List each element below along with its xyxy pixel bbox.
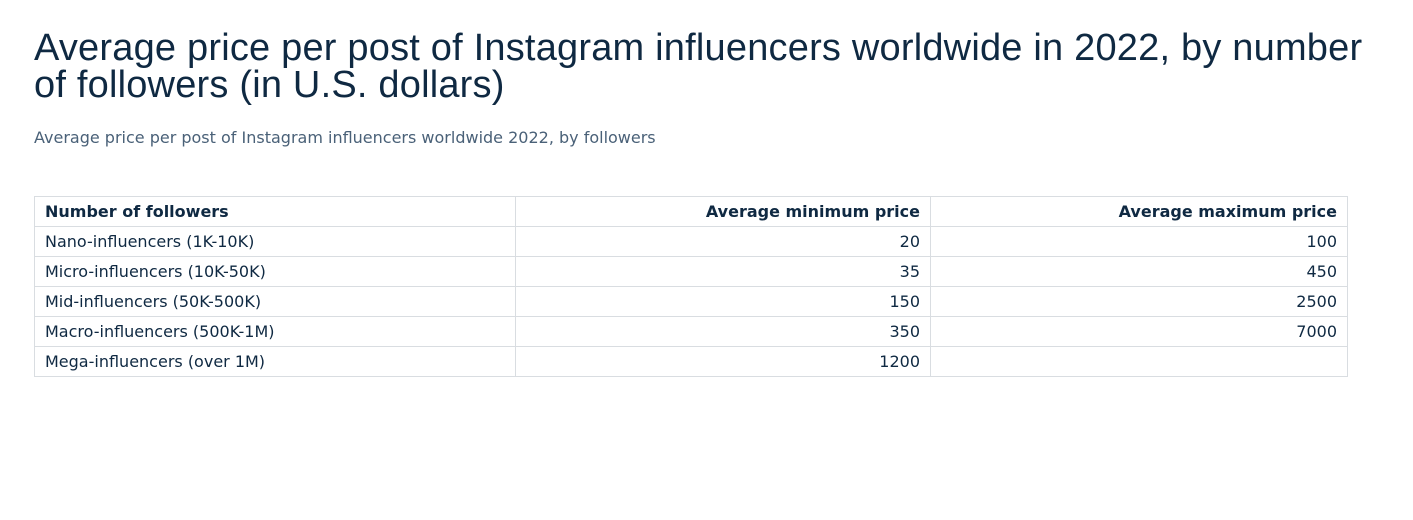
cell-min-price: 350: [515, 316, 931, 347]
column-header-max-price: Average maximum price: [930, 196, 1348, 227]
cell-max-price: 7000: [930, 316, 1348, 347]
cell-min-price: 150: [515, 286, 931, 317]
table-row: Nano-influencers (1K-10K) 20 100: [34, 226, 1348, 257]
table-header-row: Number of followers Average minimum pric…: [34, 196, 1348, 227]
table-row: Mid-influencers (50K-500K) 150 2500: [34, 286, 1348, 317]
cell-followers: Mid-influencers (50K-500K): [34, 286, 516, 317]
table-row: Mega-influencers (over 1M) 1200: [34, 346, 1348, 377]
cell-min-price: 1200: [515, 346, 931, 377]
table-row: Macro-influencers (500K-1M) 350 7000: [34, 316, 1348, 347]
cell-max-price: 2500: [930, 286, 1348, 317]
cell-max-price: [930, 346, 1348, 377]
chart-subtitle: Average price per post of Instagram infl…: [34, 128, 656, 147]
cell-followers: Mega-influencers (over 1M): [34, 346, 516, 377]
cell-followers: Macro-influencers (500K-1M): [34, 316, 516, 347]
cell-min-price: 35: [515, 256, 931, 287]
column-header-followers: Number of followers: [34, 196, 516, 227]
chart-title: Average price per post of Instagram infl…: [34, 27, 1363, 106]
cell-followers: Nano-influencers (1K-10K): [34, 226, 516, 257]
table-row: Micro-influencers (10K-50K) 35 450: [34, 256, 1348, 287]
cell-max-price: 450: [930, 256, 1348, 287]
data-table: Number of followers Average minimum pric…: [34, 196, 1348, 377]
column-header-min-price: Average minimum price: [515, 196, 931, 227]
cell-followers: Micro-influencers (10K-50K): [34, 256, 516, 287]
cell-min-price: 20: [515, 226, 931, 257]
cell-max-price: 100: [930, 226, 1348, 257]
